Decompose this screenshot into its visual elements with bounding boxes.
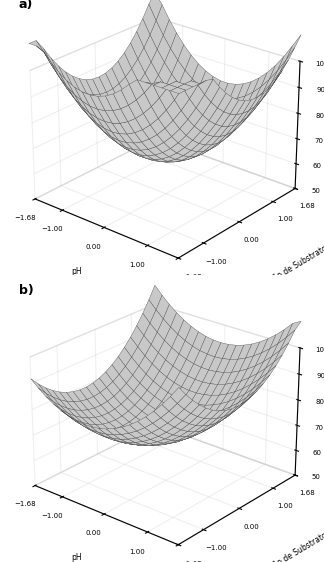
Text: b): b) bbox=[19, 284, 34, 297]
Y-axis label: Concentração de Substrato: Concentração de Substrato bbox=[234, 244, 324, 305]
Text: a): a) bbox=[19, 0, 33, 11]
Y-axis label: Concentração de Substrato: Concentração de Substrato bbox=[234, 531, 324, 562]
X-axis label: pH: pH bbox=[71, 266, 81, 275]
X-axis label: pH: pH bbox=[71, 553, 81, 562]
